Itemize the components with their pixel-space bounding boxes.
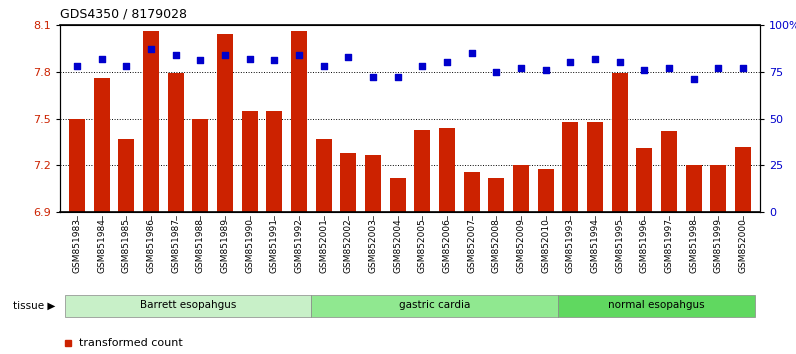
Bar <box>193 119 209 212</box>
Bar <box>685 165 701 212</box>
Text: GSM852005: GSM852005 <box>418 218 427 273</box>
Text: GSM851988: GSM851988 <box>196 218 205 273</box>
Point <box>268 58 281 63</box>
Point <box>293 52 306 58</box>
Text: GSM852003: GSM852003 <box>369 218 377 273</box>
Bar <box>217 34 233 212</box>
Point <box>392 74 404 80</box>
Text: GSM851990: GSM851990 <box>245 218 254 273</box>
Bar <box>69 119 85 212</box>
Text: GSM852007: GSM852007 <box>467 218 476 273</box>
Bar <box>143 31 159 212</box>
Text: GSM851993: GSM851993 <box>566 218 575 273</box>
Text: GSM851999: GSM851999 <box>714 218 723 273</box>
Text: GSM851989: GSM851989 <box>220 218 229 273</box>
Text: tissue ▶: tissue ▶ <box>14 301 56 311</box>
Point <box>71 63 84 69</box>
Point <box>564 59 576 65</box>
Text: GSM852006: GSM852006 <box>443 218 451 273</box>
Bar <box>168 73 184 212</box>
Point <box>416 63 428 69</box>
Point <box>96 56 108 61</box>
Bar <box>340 153 357 212</box>
Point <box>588 56 601 61</box>
Text: GSM851984: GSM851984 <box>97 218 106 273</box>
Text: normal esopahgus: normal esopahgus <box>608 301 705 310</box>
Bar <box>315 139 332 212</box>
Bar <box>311 295 558 317</box>
Bar <box>414 130 431 212</box>
Point <box>662 65 675 71</box>
Bar <box>439 128 455 212</box>
Point <box>465 50 478 56</box>
Point <box>638 67 650 73</box>
Bar <box>488 178 505 212</box>
Bar <box>710 165 726 212</box>
Point <box>219 52 232 58</box>
Point <box>342 54 355 59</box>
Bar <box>267 111 283 212</box>
Bar <box>119 139 135 212</box>
Text: GDS4350 / 8179028: GDS4350 / 8179028 <box>60 8 187 21</box>
Text: Barrett esopahgus: Barrett esopahgus <box>140 301 236 310</box>
Text: GSM852001: GSM852001 <box>319 218 328 273</box>
Text: GSM851994: GSM851994 <box>591 218 599 273</box>
Text: GSM851987: GSM851987 <box>171 218 180 273</box>
Point <box>613 59 626 65</box>
Text: GSM851996: GSM851996 <box>640 218 649 273</box>
Text: GSM851998: GSM851998 <box>689 218 698 273</box>
Text: GSM852004: GSM852004 <box>393 218 402 273</box>
Text: GSM852009: GSM852009 <box>517 218 525 273</box>
Bar <box>587 122 603 212</box>
Point <box>145 46 158 52</box>
Bar <box>242 111 258 212</box>
Text: GSM851992: GSM851992 <box>295 218 303 273</box>
Bar <box>94 78 110 212</box>
Point <box>539 67 552 73</box>
Text: GSM851995: GSM851995 <box>615 218 624 273</box>
Bar <box>611 73 627 212</box>
Point <box>712 65 724 71</box>
Point <box>440 59 453 65</box>
Text: GSM851985: GSM851985 <box>122 218 131 273</box>
Text: GSM851983: GSM851983 <box>72 218 81 273</box>
Point <box>687 76 700 82</box>
Text: gastric cardia: gastric cardia <box>399 301 470 310</box>
Text: GSM852010: GSM852010 <box>541 218 550 273</box>
Bar <box>558 295 755 317</box>
Point <box>514 65 527 71</box>
Bar <box>365 155 381 212</box>
Text: GSM851991: GSM851991 <box>270 218 279 273</box>
Text: transformed count: transformed count <box>80 338 183 348</box>
Bar <box>735 147 751 212</box>
Text: GSM852002: GSM852002 <box>344 218 353 273</box>
Point <box>194 58 207 63</box>
Point <box>170 52 182 58</box>
Bar <box>64 295 311 317</box>
Point <box>244 56 256 61</box>
Bar <box>562 122 578 212</box>
Bar <box>636 148 652 212</box>
Point <box>490 69 502 74</box>
Bar <box>537 169 553 212</box>
Bar <box>463 172 480 212</box>
Bar <box>661 131 677 212</box>
Bar <box>291 31 307 212</box>
Text: GSM851997: GSM851997 <box>665 218 673 273</box>
Text: GSM852008: GSM852008 <box>492 218 501 273</box>
Text: GSM851986: GSM851986 <box>146 218 155 273</box>
Point <box>318 63 330 69</box>
Bar <box>389 178 406 212</box>
Text: GSM852000: GSM852000 <box>739 218 747 273</box>
Point <box>367 74 380 80</box>
Bar <box>513 165 529 212</box>
Point <box>120 63 133 69</box>
Point <box>736 65 749 71</box>
